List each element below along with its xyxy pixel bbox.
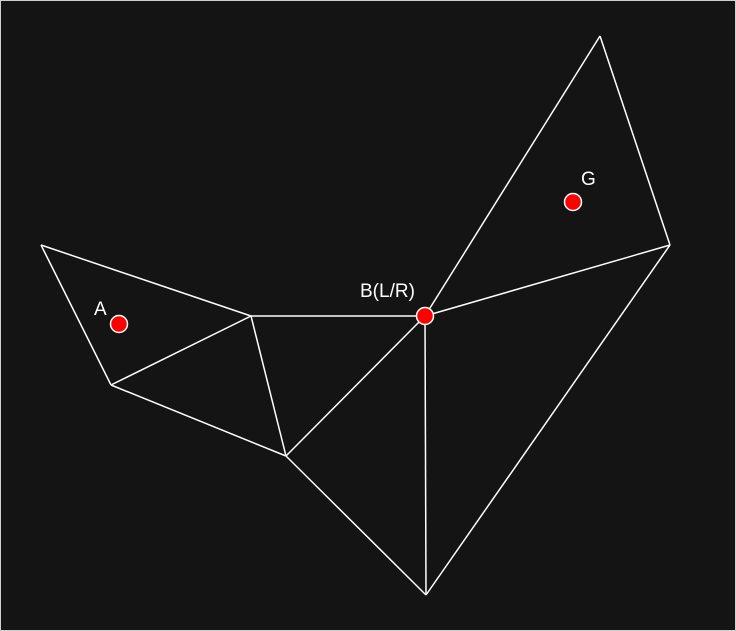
edge [285, 455, 427, 596]
point-g-label: G [581, 169, 596, 190]
triangle-edges [40, 35, 671, 596]
edge [40, 244, 112, 386]
edge [250, 315, 287, 457]
edge [40, 244, 252, 317]
point-b-marker [415, 306, 435, 326]
edge [424, 244, 671, 317]
edge [110, 384, 287, 457]
edge [285, 315, 426, 457]
edge [424, 315, 427, 596]
point-b-label: B(L/R) [360, 281, 415, 302]
edge [425, 244, 671, 596]
edge [110, 315, 252, 386]
point-a-marker [109, 314, 129, 334]
point-a-label: A [94, 299, 107, 320]
edge [599, 35, 671, 246]
point-a: A [94, 299, 129, 334]
point-b: B(L/R) [360, 281, 435, 326]
point-g: G [563, 169, 596, 212]
edge [424, 35, 601, 317]
point-g-marker [563, 192, 583, 212]
